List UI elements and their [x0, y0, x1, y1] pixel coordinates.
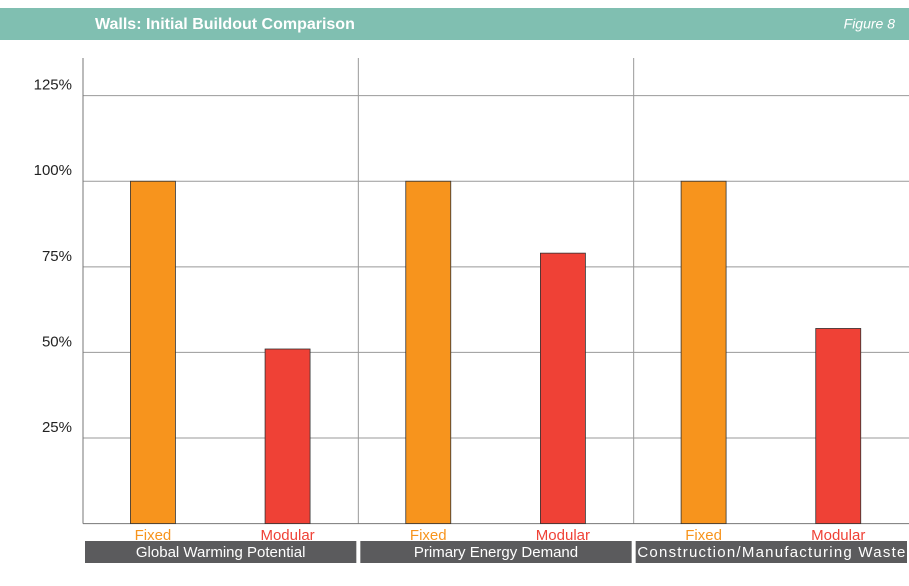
bar — [405, 180, 452, 524]
series-label: Fixed — [685, 527, 722, 544]
series-label: Fixed — [410, 527, 447, 544]
category-box — [635, 541, 907, 563]
category-box — [360, 541, 632, 563]
header-bar — [0, 8, 909, 40]
y-tick-label: 25% — [42, 419, 72, 436]
series-label: Modular — [811, 527, 865, 544]
bar — [540, 252, 586, 525]
bar — [680, 180, 727, 524]
x-tick-label: Primary Energy Demand — [414, 544, 578, 561]
category-box — [85, 541, 357, 563]
bar — [130, 180, 176, 524]
x-tick-label: Construction/Manufacturing Waste — [637, 544, 905, 561]
series-label: Modular — [260, 527, 314, 544]
y-tick-label: 75% — [42, 248, 72, 265]
series-label: Fixed — [135, 527, 172, 544]
series-label: Modular — [536, 527, 590, 544]
x-tick-label: Global Warming Potential — [136, 544, 306, 561]
y-tick-label: 50% — [42, 333, 72, 350]
figure-label: Figure 8 — [844, 16, 896, 32]
bar — [815, 328, 862, 525]
y-tick-label: 100% — [34, 162, 72, 179]
y-tick-label: 125% — [34, 77, 72, 94]
bar — [264, 348, 311, 525]
chart-title: Walls: Initial Buildout Comparison — [95, 16, 355, 33]
